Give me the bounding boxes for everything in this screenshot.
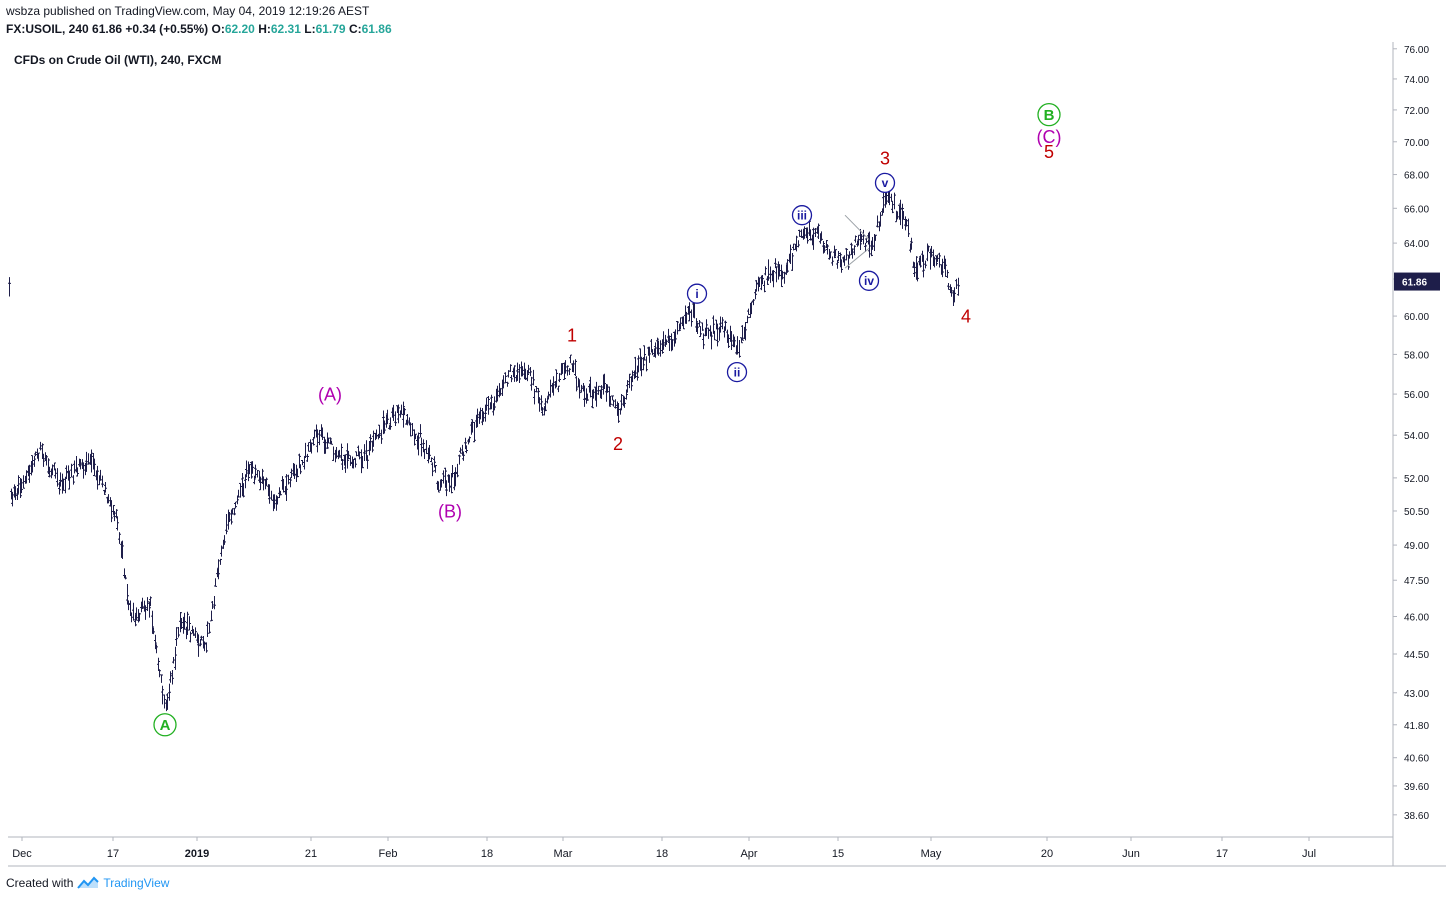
wave-label-circle bbox=[858, 270, 880, 291]
wave-label-text: 4 bbox=[961, 306, 971, 326]
wave-label-circle bbox=[153, 713, 177, 737]
x-tick-label: 17 bbox=[107, 848, 119, 860]
x-tick-label: Feb bbox=[379, 848, 398, 860]
wave-label-text: v bbox=[882, 176, 889, 190]
y-tick-label: 40.60 bbox=[1404, 754, 1429, 765]
y-tick-label: 72.00 bbox=[1404, 106, 1429, 117]
wave-label-a: (A) bbox=[318, 384, 342, 404]
y-tick-label: 46.00 bbox=[1404, 613, 1429, 624]
wave-label-3: 3 bbox=[880, 148, 890, 168]
wave-label-i: i bbox=[686, 283, 708, 304]
close-label: C: bbox=[348, 22, 362, 36]
y-tick-label: 47.50 bbox=[1404, 576, 1429, 587]
y-tick-label: 50.50 bbox=[1404, 507, 1429, 518]
wave-label-text: iii bbox=[797, 208, 807, 222]
wave-label-text: 1 bbox=[567, 325, 577, 345]
wave-label-text: 3 bbox=[880, 148, 890, 168]
open-label: O: bbox=[211, 22, 225, 36]
footer-credit: Created with TradingView bbox=[6, 876, 169, 890]
wave-label-b: B bbox=[1037, 102, 1061, 127]
triangle-line-lower bbox=[844, 248, 870, 269]
wave-label-iii: iii bbox=[791, 205, 813, 226]
y-tick-label: 43.00 bbox=[1404, 689, 1429, 700]
y-tick-label: 60.00 bbox=[1404, 312, 1429, 323]
x-tick-label: May bbox=[921, 848, 942, 860]
wave-label-text: i bbox=[695, 287, 698, 301]
wave-label-text: (C) bbox=[1037, 127, 1062, 147]
y-tick-label: 58.00 bbox=[1404, 350, 1429, 361]
last-price-tag bbox=[1394, 272, 1440, 291]
high-value: 62.31 bbox=[270, 22, 301, 36]
x-tick-label: Mar bbox=[554, 848, 573, 860]
wave-label-5: 5 bbox=[1044, 142, 1054, 162]
x-tick-label: 15 bbox=[832, 848, 844, 860]
x-tick-label: 18 bbox=[656, 848, 668, 860]
created-with-text: Created with bbox=[6, 876, 74, 890]
x-tick-label: 18 bbox=[481, 848, 493, 860]
chart-title: CFDs on Crude Oil (WTI), 240, FXCM bbox=[14, 53, 221, 67]
publish-info: wsbza published on TradingView.com, May … bbox=[6, 4, 370, 18]
ohlc-bars bbox=[8, 188, 960, 712]
x-tick-label: 20 bbox=[1041, 848, 1053, 860]
open-value: 62.20 bbox=[224, 22, 255, 36]
wave-label-v: v bbox=[874, 172, 896, 194]
close-value: 61.86 bbox=[361, 22, 392, 36]
x-tick-label: Apr bbox=[740, 848, 757, 860]
wave-label-circle bbox=[726, 361, 748, 383]
y-tick-label: 70.00 bbox=[1404, 138, 1429, 149]
y-tick-label: 54.00 bbox=[1404, 431, 1429, 442]
y-tick-label: 64.00 bbox=[1404, 239, 1429, 250]
high-label: H: bbox=[258, 22, 271, 36]
x-tick-label: 21 bbox=[305, 848, 317, 860]
wave-label-circle bbox=[874, 172, 896, 194]
wave-label-text: iv bbox=[864, 274, 874, 288]
wave-label-iv: iv bbox=[858, 270, 880, 291]
wave-label-text: ii bbox=[734, 365, 741, 379]
wave-label-2: 2 bbox=[613, 434, 623, 454]
wave-label-text: 5 bbox=[1044, 142, 1054, 162]
triangle-line-upper bbox=[844, 214, 870, 240]
y-tick-label: 38.60 bbox=[1404, 811, 1429, 822]
x-tick-label: Jun bbox=[1122, 848, 1140, 860]
y-tick-label: 41.80 bbox=[1404, 721, 1429, 732]
wave-label-ii: ii bbox=[726, 361, 748, 383]
low-label: L: bbox=[304, 22, 316, 36]
last-price: 61.86 bbox=[92, 22, 123, 36]
wave-label-b: (B) bbox=[438, 501, 462, 521]
wave-label-4: 4 bbox=[961, 306, 971, 326]
wave-label-c: (C) bbox=[1037, 127, 1062, 147]
last-price-tag-label: 61.86 bbox=[1402, 278, 1427, 289]
wave-label-text: (A) bbox=[318, 384, 342, 404]
wave-label-circle bbox=[686, 283, 708, 304]
x-tick-label: 17 bbox=[1216, 848, 1228, 860]
wave-label-text: B bbox=[1044, 107, 1055, 124]
wave-label-circle bbox=[791, 205, 813, 226]
x-tick-label: 2019 bbox=[185, 848, 209, 860]
tradingview-logo-icon bbox=[77, 876, 100, 889]
y-tick-label: 68.00 bbox=[1404, 171, 1429, 182]
wave-label-1: 1 bbox=[567, 325, 577, 345]
y-tick-label: 39.60 bbox=[1404, 782, 1429, 793]
x-tick-label: Jul bbox=[1302, 848, 1316, 860]
y-tick-label: 49.00 bbox=[1404, 541, 1429, 552]
wave-label-circle bbox=[1037, 102, 1061, 127]
wave-label-text: 2 bbox=[613, 434, 623, 454]
tradingview-link[interactable]: TradingView bbox=[103, 876, 170, 890]
x-tick-label: Dec bbox=[12, 848, 32, 860]
symbol-name: FX:USOIL, 240 bbox=[6, 22, 89, 36]
wave-label-text: A bbox=[160, 717, 171, 734]
wave-label-a: A bbox=[153, 713, 177, 737]
y-tick-label: 44.50 bbox=[1404, 650, 1429, 661]
low-value: 61.79 bbox=[315, 22, 346, 36]
symbol-ohlc-bar: FX:USOIL, 240 61.86 +0.34 (+0.55%) O:62.… bbox=[6, 22, 392, 36]
wave-label-text: (B) bbox=[438, 501, 462, 521]
y-tick-label: 74.00 bbox=[1404, 75, 1429, 86]
change-value: +0.34 (+0.55%) bbox=[125, 22, 209, 36]
y-tick-label: 56.00 bbox=[1404, 390, 1429, 401]
y-tick-label: 66.00 bbox=[1404, 204, 1429, 215]
y-tick-label: 76.00 bbox=[1404, 45, 1429, 56]
y-tick-label: 52.00 bbox=[1404, 474, 1429, 485]
